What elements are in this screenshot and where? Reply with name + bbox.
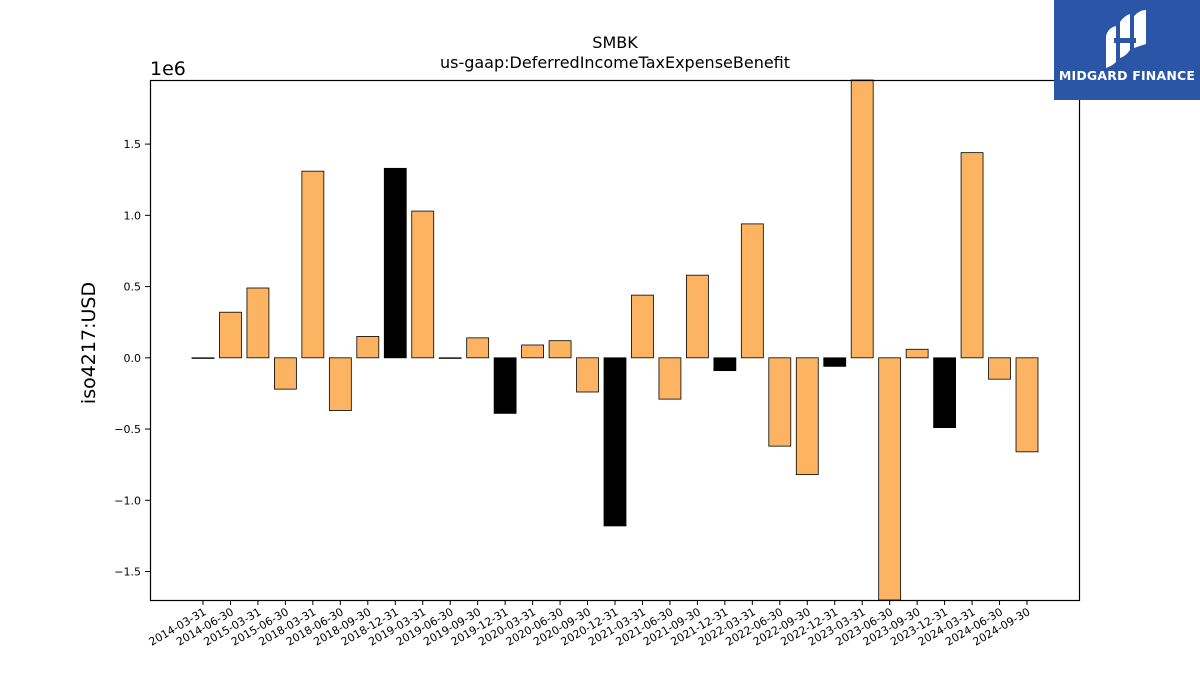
bar-2022-03-31 xyxy=(740,223,764,359)
bar-2021-06-30 xyxy=(658,357,682,400)
y-tick-label: −1.0 xyxy=(114,494,141,507)
bar-2018-06-30 xyxy=(328,357,352,411)
bar-2024-06-30 xyxy=(988,357,1011,380)
bar-2019-06-30 xyxy=(438,357,462,359)
bar-2015-03-31 xyxy=(246,287,270,359)
chart-subtitle: us-gaap:DeferredIncomeTaxExpenseBenefit xyxy=(440,53,790,72)
bar-2018-03-31 xyxy=(301,170,325,359)
bar-2018-12-31 xyxy=(383,167,407,359)
x-axis-ticks: 2014-03-312014-06-302015-03-312015-06-30… xyxy=(147,600,1033,649)
y-offset-label: 1e6 xyxy=(150,58,186,80)
bar-2014-06-30 xyxy=(219,311,242,359)
bar-2019-03-31 xyxy=(411,210,435,359)
bar-2015-06-30 xyxy=(274,357,297,390)
logo-text: MIDGARD FINANCE xyxy=(1058,68,1196,83)
bar-2023-03-31 xyxy=(850,79,874,359)
bar-2022-09-30 xyxy=(795,357,819,476)
y-tick-label: 1.5 xyxy=(124,138,142,151)
bar-2020-12-31 xyxy=(603,357,627,527)
bar-2021-09-30 xyxy=(686,274,709,359)
bar-2018-09-30 xyxy=(356,336,380,359)
chart-title: SMBK xyxy=(592,33,638,52)
bar-2021-12-31 xyxy=(713,357,737,372)
bar-2020-06-30 xyxy=(548,340,572,359)
y-axis-ticks: −1.5 −1.0 −0.5 0.0 0.5 1.0 1.5 xyxy=(114,138,150,579)
midgard-logo: MIDGARD FINANCE xyxy=(1054,0,1200,100)
y-tick-label: 0.5 xyxy=(124,281,142,294)
y-tick-label: 0.0 xyxy=(124,352,142,365)
bar-2024-03-31 xyxy=(960,152,984,359)
bar-2019-12-31 xyxy=(493,357,517,414)
y-tick-label: 1.0 xyxy=(124,209,142,222)
bar-2023-06-30 xyxy=(878,357,902,601)
bar-2024-09-30 xyxy=(1015,357,1039,453)
bar-2021-03-31 xyxy=(631,294,654,359)
bar-2019-09-30 xyxy=(466,337,490,359)
y-tick-label: −0.5 xyxy=(114,423,141,436)
bars-group xyxy=(191,79,1039,601)
y-axis-label: iso4217:USD xyxy=(78,282,100,404)
bar-2020-09-30 xyxy=(576,357,599,393)
bar-2023-09-30 xyxy=(905,348,929,359)
plot-frame xyxy=(149,79,1081,602)
bar-2020-03-31 xyxy=(521,344,544,359)
y-tick-label: −1.5 xyxy=(114,566,141,579)
bar-2022-12-31 xyxy=(823,357,847,367)
bar-2022-06-30 xyxy=(768,357,792,447)
bar-2014-03-31 xyxy=(191,357,215,359)
midgard-logo-icon xyxy=(1106,10,1146,68)
bar-2023-12-31 xyxy=(933,357,956,429)
